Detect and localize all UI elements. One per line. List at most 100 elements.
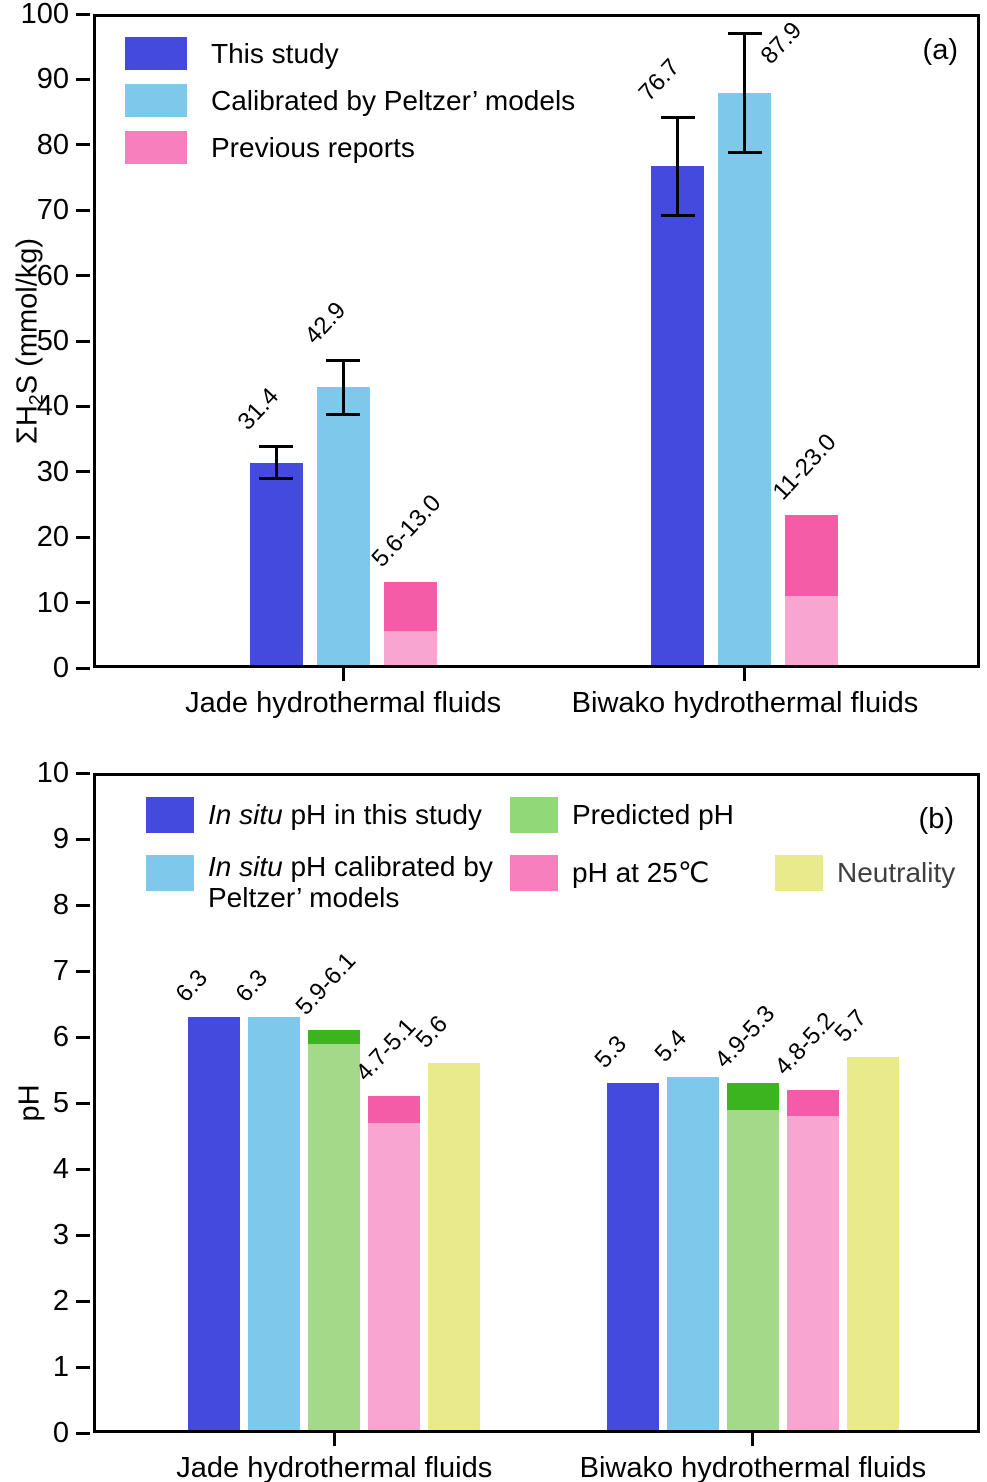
x-tick-biwako-hydrothermal-fluids <box>743 668 747 681</box>
legend-label-line2: Peltzer’ models <box>208 882 400 913</box>
legend-label-in-situ-ph-calibrated-by: In situ pH calibrated by Peltzer’ models <box>208 851 493 913</box>
y-tick-3 <box>76 1233 90 1237</box>
y-tick-10 <box>76 601 90 605</box>
legend-swatch-neutrality <box>775 855 823 891</box>
bar-previous-reports-jade-hydrothermal-fluids-high <box>383 581 437 631</box>
y-tick-90 <box>76 77 90 81</box>
y-axis-title-ph: pH <box>14 1084 47 1121</box>
bar-value-label-in-situ-ph-calibrated-by-peltzer-models-jade-hydrothermal-fluids: 6.3 <box>230 964 274 1008</box>
error-bar-cap-bottom-this-study-biwako-hydrothermal-fluids <box>660 213 695 217</box>
error-bar-cap-top-this-study-jade-hydrothermal-fluids <box>259 445 294 448</box>
bar-ph-at-25-biwako-hydrothermal-fluids-low <box>786 1116 839 1433</box>
panel-tag-a: (a) <box>922 34 958 66</box>
y-tick-label-8: 8 <box>52 889 69 921</box>
bar-value-label-predicted-ph-jade-hydrothermal-fluids: 5.9-6.1 <box>290 947 362 1021</box>
bar-value-label-in-situ-ph-in-this-study-biwako-hydrothermal-fluids: 5.3 <box>589 1030 632 1074</box>
bar-calibrated-by-peltzer-models-biwako-hydrothermal-fluids <box>718 93 772 668</box>
category-label-jade-hydrothermal-fluids: Jade hydrothermal fluids <box>185 687 502 719</box>
bar-in-situ-ph-in-this-study-biwako-hydrothermal-fluids <box>606 1083 659 1433</box>
category-label-biwako-hydrothermal-fluids: Biwako hydrothermal fluids <box>579 1452 927 1482</box>
error-bar-line-this-study-jade-hydrothermal-fluids <box>274 445 278 481</box>
error-bar-cap-top-calibrated-by-peltzer-models-biwako-hydrothermal-fluids <box>727 32 762 36</box>
y-tick-label-4: 4 <box>52 1153 69 1185</box>
legend-label-ph-at-25: pH at 25℃ <box>572 857 710 888</box>
bar-ph-at-25-jade-hydrothermal-fluids-high <box>368 1096 421 1123</box>
y-tick-9 <box>76 837 90 841</box>
legend-label-in-situ-ph-in-this-study: In situ pH in this study <box>208 799 482 830</box>
y-tick-60 <box>76 274 90 278</box>
bar-neutrality-biwako-hydrothermal-fluids <box>846 1056 899 1433</box>
legend-swatch-ph-at-25 <box>510 855 558 891</box>
bar-this-study-jade-hydrothermal-fluids <box>249 462 303 668</box>
legend-swatch-this-study <box>125 37 187 70</box>
y-tick-20 <box>76 535 90 539</box>
panel-b-plot: 0 1 2 3 4 5 6 7 8 9 10 Jade hydrothermal fluids Biwa… <box>37 757 980 1482</box>
error-bar-cap-bottom-calibrated-by-peltzer-models-biwako-hydrothermal-fluids <box>727 150 762 154</box>
category-label-jade-hydrothermal-fluids: Jade hydrothermal fluids <box>176 1452 493 1482</box>
error-bar-line-calibrated-by-peltzer-models-biwako-hydrothermal-fluids <box>743 32 747 154</box>
bar-predicted-ph-jade-hydrothermal-fluids-low <box>308 1043 361 1433</box>
error-bar-cap-top-calibrated-by-peltzer-models-jade-hydrothermal-fluids <box>326 359 361 363</box>
legend-label-neutrality: Neutrality <box>837 857 956 888</box>
y-tick-label-100: 100 <box>20 0 69 30</box>
x-tick-biwako-hydrothermal-fluids <box>751 1433 755 1446</box>
x-tick-jade-hydrothermal-fluids <box>341 668 345 681</box>
legend-label-italic-part: In situ <box>208 799 283 830</box>
y-tick-50 <box>76 339 90 343</box>
error-bar-cap-bottom-this-study-jade-hydrothermal-fluids <box>259 477 294 481</box>
bar-previous-reports-biwako-hydrothermal-fluids-high <box>785 514 839 597</box>
error-bar-line-this-study-biwako-hydrothermal-fluids <box>676 116 680 217</box>
y-tick-1 <box>76 1365 90 1369</box>
y-tick-100 <box>76 12 90 16</box>
y-tick-7 <box>76 969 90 973</box>
legend-label-previous-reports: Previous reports <box>211 132 415 163</box>
y-tick-label-80: 80 <box>36 128 69 161</box>
y-tick-4 <box>76 1167 90 1171</box>
bar-in-situ-ph-calibrated-by-peltzer-models-biwako-hydrothermal-fluids <box>666 1076 719 1433</box>
bar-value-label-neutrality-jade-hydrothermal-fluids: 5.6 <box>410 1010 454 1054</box>
y-tick-label-0: 0 <box>52 652 69 684</box>
y-tick-label-20: 20 <box>36 521 69 554</box>
y-tick-label-1: 1 <box>52 1351 69 1383</box>
x-tick-jade-hydrothermal-fluids <box>332 1433 336 1446</box>
bar-value-label-ph-at-25-jade-hydrothermal-fluids: 4.7-5.1 <box>350 1013 422 1087</box>
y-tick-5 <box>76 1101 90 1105</box>
y-tick-label-5: 5 <box>52 1087 69 1119</box>
y-tick-label-10: 10 <box>36 586 69 619</box>
legend-swatch-in-situ-ph-in-this-study <box>146 797 194 833</box>
legend-label-this-study: This study <box>211 38 339 69</box>
bar-predicted-ph-jade-hydrothermal-fluids-high <box>308 1030 361 1044</box>
y-tick-10 <box>76 771 90 775</box>
y-tick-70 <box>76 208 90 212</box>
bar-value-label-neutrality-biwako-hydrothermal-fluids: 5.7 <box>829 1004 872 1048</box>
y-tick-label-60: 60 <box>36 259 69 292</box>
legend-label-italic-part: In situ <box>208 851 283 882</box>
y-tick-label-40: 40 <box>36 390 69 423</box>
y-tick-30 <box>76 470 90 474</box>
bar-previous-reports-jade-hydrothermal-fluids-low <box>383 630 437 668</box>
y-tick-8 <box>76 903 90 907</box>
error-bar-cap-top-this-study-biwako-hydrothermal-fluids <box>660 116 695 120</box>
y-tick-label-30: 30 <box>36 455 69 488</box>
bar-this-study-biwako-hydrothermal-fluids <box>651 166 705 668</box>
panel-tag-b: (b) <box>918 803 954 835</box>
y-tick-label-50: 50 <box>36 325 69 357</box>
category-label-biwako-hydrothermal-fluids: Biwako hydrothermal fluids <box>571 687 919 719</box>
y-tick-label-0: 0 <box>52 1417 69 1449</box>
bar-ph-at-25-biwako-hydrothermal-fluids-high <box>786 1089 839 1117</box>
bar-predicted-ph-biwako-hydrothermal-fluids-high <box>726 1083 779 1110</box>
legend-swatch-previous-reports <box>125 131 187 164</box>
bar-value-label-in-situ-ph-calibrated-by-peltzer-models-biwako-hydrothermal-fluids: 5.4 <box>649 1024 692 1067</box>
bar-in-situ-ph-calibrated-by-peltzer-models-jade-hydrothermal-fluids <box>248 1017 301 1433</box>
y-axis-title-part: pH <box>13 1084 46 1122</box>
y-tick-label-70: 70 <box>36 194 69 227</box>
y-tick-label-10: 10 <box>36 757 69 789</box>
legend-swatch-in-situ-ph-calibrated-by <box>146 855 194 891</box>
y-tick-label-7: 7 <box>52 955 69 987</box>
bar-calibrated-by-peltzer-models-jade-hydrothermal-fluids <box>316 387 370 668</box>
legend-swatch-predicted-ph <box>510 797 558 833</box>
bar-ph-at-25-jade-hydrothermal-fluids-low <box>368 1122 421 1433</box>
error-bar-line-calibrated-by-peltzer-models-jade-hydrothermal-fluids <box>341 359 345 416</box>
